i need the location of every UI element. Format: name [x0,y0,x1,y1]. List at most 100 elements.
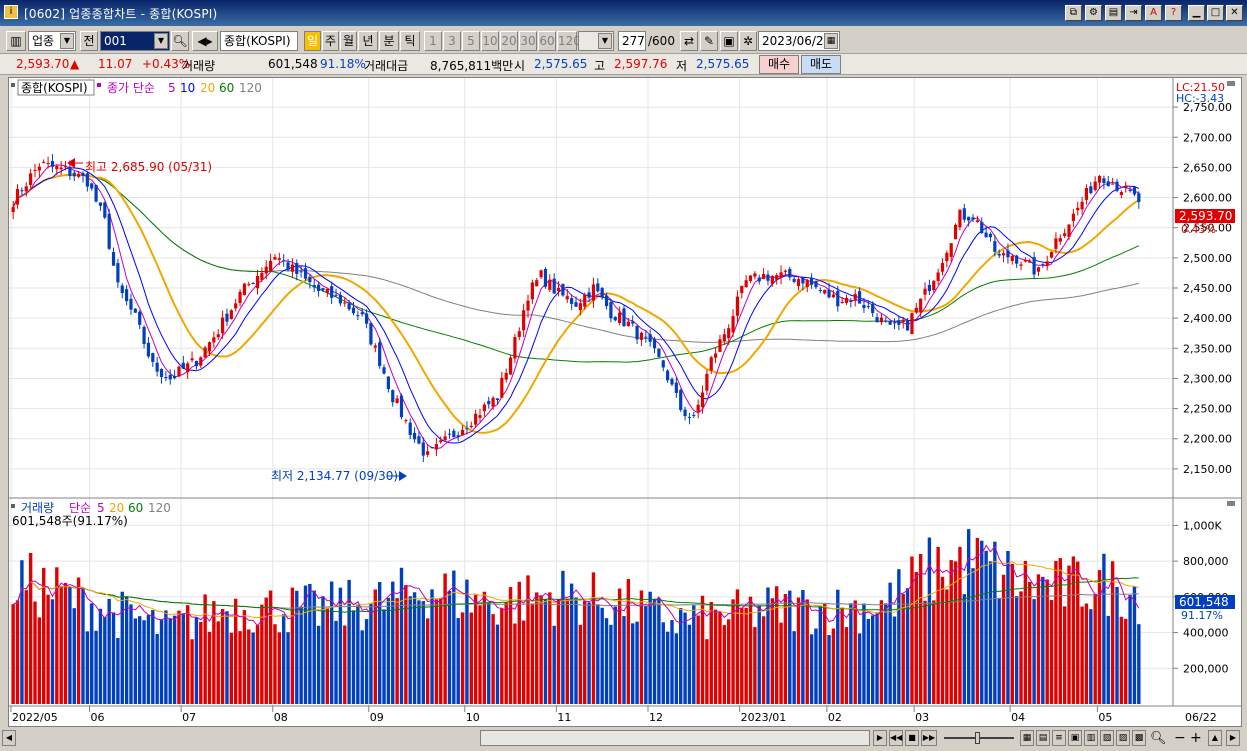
buy-button[interactable]: 매수 [759,55,799,74]
period-tick[interactable]: 틱 [400,31,420,51]
period-week[interactable]: 주 [322,31,339,51]
volume-bar [478,605,482,704]
grid-icon[interactable]: ▦ [1020,730,1034,746]
candle-body [879,317,884,323]
candle-body [565,296,569,300]
chart-svg[interactable]: 2,750.00 2,700.00 2,650.00 2,600.00 2,550.00… [9,78,1241,726]
month-label: 08 [274,711,288,724]
chart-type-icon[interactable]: ▧ [1100,730,1114,746]
ma10-label: 10 [180,81,195,95]
volume-bar [1084,603,1089,704]
scroll-left-icon[interactable]: ◀ [2,730,16,746]
volume-bar [548,592,552,704]
candle-icon[interactable]: ▨ [1116,730,1130,746]
volume-bar [805,599,809,704]
volume-bar [705,639,709,704]
period-day[interactable]: 일 [304,31,321,51]
calendar-icon[interactable]: ▦ [824,33,838,49]
pin-icon[interactable]: ⇥ [1125,5,1142,21]
zoom-plus-icon[interactable]: + [1190,730,1202,746]
period-month[interactable]: 월 [340,31,357,51]
print-icon[interactable]: ▤ [1105,5,1122,21]
price-axis-label: 2,750.00 [1183,101,1232,114]
chevron-down-icon[interactable]: ▼ [154,33,168,49]
interval-5[interactable]: 5 [462,31,480,51]
interval-3[interactable]: 3 [443,31,461,51]
rewind-icon[interactable]: ◀◀ [889,730,903,746]
period-year[interactable]: 년 [358,31,378,51]
speaker-icon[interactable]: ◀▸ [192,31,218,51]
gear-icon[interactable]: ✲ [739,31,757,51]
speed-slider-handle[interactable] [975,732,980,744]
overlay-icon[interactable]: ▩ [1132,730,1146,746]
scroll-thumb[interactable] [480,730,870,746]
candle-body [652,338,657,349]
volume-bar [1049,599,1054,704]
volume-bar [46,594,50,704]
scroll-right-icon[interactable]: ▶ [1226,730,1240,746]
period-minute[interactable]: 분 [379,31,399,51]
name-field[interactable]: 종합(KOSPI) [220,31,298,51]
volume-bar [600,607,604,704]
interval-20[interactable]: 20 [500,31,518,51]
fast-forward-icon[interactable]: ▶▶ [921,730,937,746]
code-input[interactable]: 001 ▼ [100,31,170,51]
candle-body [1111,183,1115,185]
date-input[interactable]: 2023/06/22 ▦ [758,31,840,51]
candle-body [399,395,404,418]
volume-bar [609,624,613,704]
scroll-bar[interactable]: ◀ ▶ ◀◀ ■ ▶▶ ▦ ▤ ≡ ▣ ▥ ▧ ▨ ▩ 🔍︎ − + ▲ ▶ [0,727,1247,751]
minimize-button[interactable]: ▁ [1188,5,1205,21]
interval-10[interactable]: 10 [481,31,499,51]
volume-bar [107,598,111,704]
candle-body [892,322,897,324]
chevron-down-icon[interactable]: ▼ [60,33,74,49]
volume-title[interactable]: 거래량 [21,501,54,515]
volume-bar [55,567,59,704]
interval-60[interactable]: 60 [538,31,556,51]
candle-body [530,282,534,300]
font-icon[interactable]: A [1145,5,1162,21]
candle-body [740,285,744,294]
sell-button[interactable]: 매도 [801,55,841,74]
tool-icon[interactable]: ✎ [700,31,718,51]
settings-icon[interactable]: ⚙ [1085,5,1102,21]
maximize-button[interactable]: □ [1207,5,1224,21]
count-input[interactable]: 277 [618,31,646,51]
chart-icon[interactable]: ▥ [6,31,26,51]
interval-custom-input[interactable]: ▼ [578,31,614,51]
pane-handle-icon[interactable] [1227,501,1235,506]
window-icon[interactable]: ▣ [1068,730,1082,746]
month-label: 09 [370,711,384,724]
market-select[interactable]: 업종 ▼ [28,31,76,51]
table-icon[interactable]: ▥ [1084,730,1098,746]
save-icon[interactable]: ▣ [720,31,738,51]
zoom-minus-icon[interactable]: − [1174,730,1186,746]
volume-bar [1028,581,1032,704]
arrows-icon[interactable]: ⇄ [680,31,698,51]
prefix-button[interactable]: 전 [80,31,98,51]
close-button[interactable]: ✕ [1226,5,1243,21]
chevron-down-icon[interactable]: ▼ [598,33,612,49]
link-icon[interactable]: ⧉ [1065,5,1082,21]
chart-area[interactable]: 2,750.00 2,700.00 2,650.00 2,600.00 2,550.00… [8,77,1242,727]
candle-body [927,284,931,292]
candle-body [591,284,596,301]
app-icon[interactable]: i [4,5,18,19]
zoom-in-icon[interactable]: 🔍︎ [1150,731,1167,746]
interval-120[interactable]: 120 [557,31,581,51]
volume-bar [146,614,151,704]
list-icon[interactable]: ≡ [1052,730,1066,746]
last-volume-pct: 91.17% [1181,609,1223,622]
layout-icon[interactable]: ▤ [1036,730,1050,746]
search-icon[interactable]: 🔍︎ [171,31,189,51]
stop-icon[interactable]: ■ [905,730,919,746]
help-icon[interactable]: ? [1165,5,1182,21]
volume-bar [260,604,264,704]
interval-30[interactable]: 30 [519,31,537,51]
price-tag[interactable]: 종합(KOSPI) [21,81,88,95]
play-icon[interactable]: ▶ [873,730,887,746]
pane-handle-icon[interactable] [1227,81,1235,86]
interval-1[interactable]: 1 [424,31,442,51]
scroll-up-icon[interactable]: ▲ [1208,730,1222,746]
